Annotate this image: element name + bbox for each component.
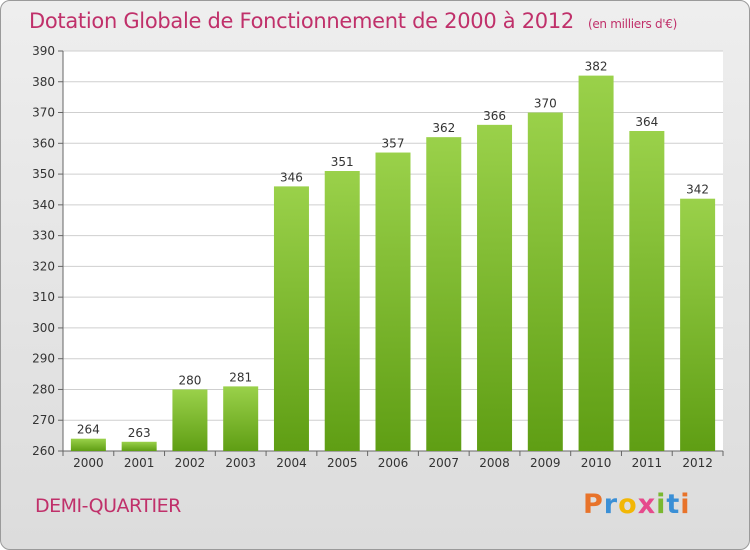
bar: [477, 124, 513, 451]
x-tick-label: 2002: [175, 456, 206, 470]
logo-letter: P: [583, 489, 604, 520]
x-tick-label: 2001: [124, 456, 155, 470]
y-tick-label: 320: [32, 259, 55, 273]
bar: [426, 137, 462, 451]
data-label: 342: [686, 183, 709, 197]
data-label: 366: [483, 109, 506, 123]
bar: [70, 438, 106, 451]
chart-unit: (en milliers d'€): [587, 17, 677, 31]
data-label: 382: [585, 60, 608, 74]
x-tick-label: 2008: [479, 456, 510, 470]
x-tick-label: 2006: [378, 456, 409, 470]
data-label: 364: [635, 115, 658, 129]
logo-letter: r: [603, 489, 619, 520]
y-tick-label: 370: [32, 106, 55, 120]
data-label: 370: [534, 97, 557, 111]
logo-letter: i: [680, 489, 691, 520]
y-tick-label: 260: [32, 444, 55, 458]
chart-title: Dotation Globale de Fonctionnement de 20…: [29, 9, 677, 33]
x-tick-label: 2010: [581, 456, 612, 470]
data-label: 351: [331, 155, 354, 169]
y-tick-label: 340: [32, 198, 55, 212]
logo-letter: t: [666, 489, 681, 520]
y-tick-label: 330: [32, 229, 55, 243]
x-tick-label: 2000: [73, 456, 104, 470]
y-tick-label: 280: [32, 382, 55, 396]
bar: [680, 198, 716, 451]
bar: [527, 112, 563, 452]
data-label: 346: [280, 170, 303, 184]
data-label: 362: [432, 121, 455, 135]
y-tick-label: 380: [32, 75, 55, 89]
data-label: 281: [229, 370, 252, 384]
y-tick-label: 390: [32, 44, 55, 58]
y-tick-label: 350: [32, 167, 55, 181]
x-tick-label: 2004: [276, 456, 307, 470]
proxiti-logo: Proxiti: [583, 489, 691, 520]
bar: [578, 75, 614, 451]
logo-letter: i: [656, 489, 667, 520]
y-tick-label: 360: [32, 136, 55, 150]
commune-name: DEMI-QUARTIER: [35, 495, 181, 517]
bar: [172, 389, 208, 451]
data-label: 264: [77, 423, 100, 437]
data-label: 280: [178, 373, 201, 387]
logo-letter: x: [637, 489, 657, 520]
chart-title-text: Dotation Globale de Fonctionnement de 20…: [29, 9, 574, 33]
x-tick-label: 2012: [682, 456, 713, 470]
x-tick-label: 2009: [530, 456, 561, 470]
data-label: 357: [382, 137, 405, 151]
x-tick-label: 2005: [327, 456, 358, 470]
x-tick-label: 2011: [632, 456, 663, 470]
data-label: 263: [128, 426, 151, 440]
logo-letter: o: [618, 489, 638, 520]
x-tick-label: 2003: [225, 456, 256, 470]
bar: [629, 131, 665, 451]
bar: [273, 186, 309, 451]
y-tick-label: 290: [32, 352, 55, 366]
bar: [223, 386, 259, 451]
bar: [375, 152, 411, 452]
x-tick-label: 2007: [428, 456, 459, 470]
y-tick-label: 270: [32, 413, 55, 427]
bar: [121, 441, 157, 451]
bar: [324, 171, 360, 451]
y-tick-label: 300: [32, 321, 55, 335]
y-tick-label: 310: [32, 290, 55, 304]
